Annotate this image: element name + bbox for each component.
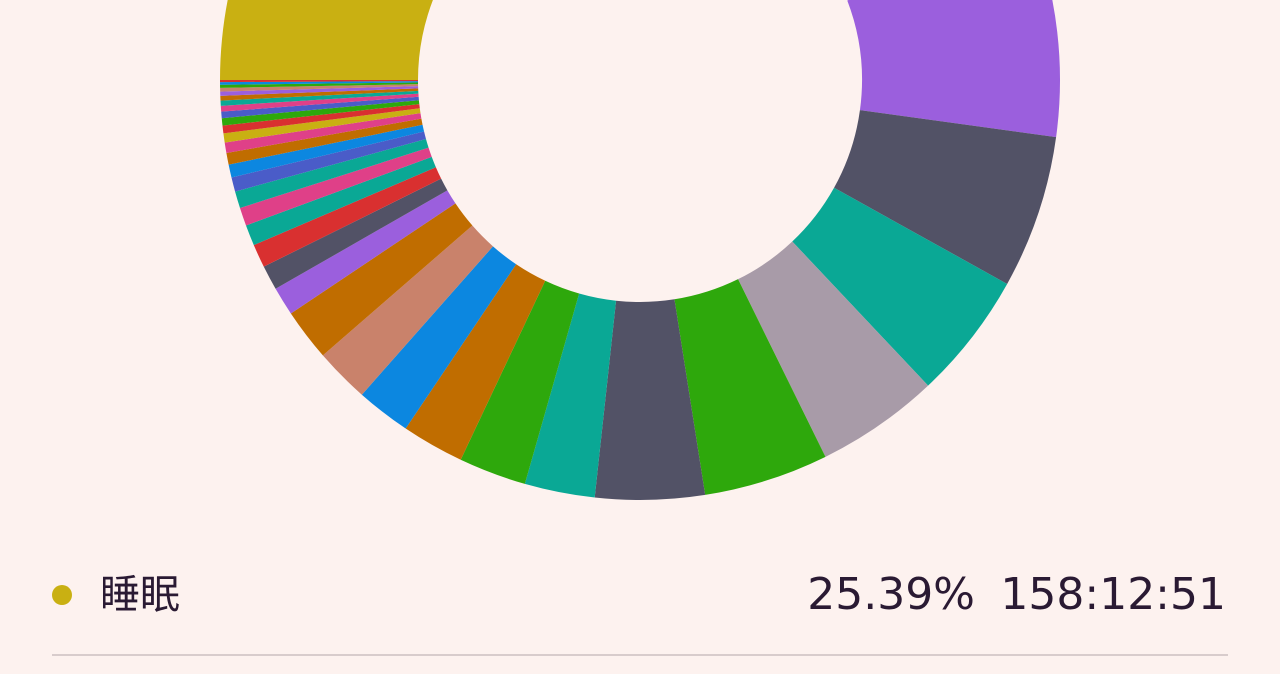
donut-segment[interactable]	[220, 81, 419, 85]
donut-segment[interactable]	[221, 96, 419, 119]
donut-segment[interactable]	[290, 203, 473, 356]
donut-segment[interactable]	[220, 90, 419, 106]
donut-segment[interactable]	[220, 80, 419, 83]
donut-segment[interactable]	[220, 0, 650, 80]
donut-segment[interactable]	[847, 0, 1060, 138]
donut-segment[interactable]	[263, 178, 448, 289]
donut-segment[interactable]	[231, 131, 426, 192]
donut-segment[interactable]	[405, 264, 546, 460]
donut-segment[interactable]	[220, 88, 419, 101]
donut-segment[interactable]	[253, 167, 442, 267]
donut-segment[interactable]	[674, 279, 826, 495]
donut-segment[interactable]	[220, 82, 419, 88]
category-label[interactable]: 睡眠	[100, 572, 180, 618]
donut-segment[interactable]	[223, 108, 421, 143]
donut-segment[interactable]	[220, 86, 419, 96]
percent-label: 25.39%	[807, 569, 975, 620]
donut-segment[interactable]	[460, 280, 580, 484]
donut-segment[interactable]	[246, 156, 436, 246]
donut-segment[interactable]	[594, 299, 706, 501]
legend-dot	[52, 585, 72, 605]
donut-segment[interactable]	[275, 190, 456, 314]
donut-segment[interactable]	[361, 246, 517, 429]
donut-segment[interactable]	[792, 187, 1008, 386]
donut-segment[interactable]	[834, 110, 1057, 284]
donut-segment[interactable]	[222, 104, 420, 134]
donut-segment[interactable]	[220, 93, 419, 112]
donut-segment[interactable]	[239, 147, 432, 226]
donut-chart	[220, 0, 1060, 501]
donut-segment[interactable]	[524, 293, 617, 498]
donut-segment[interactable]	[738, 241, 929, 457]
duration-label: 158:12:51	[1000, 569, 1226, 620]
donut-segment[interactable]	[221, 100, 420, 126]
donut-segment[interactable]	[235, 138, 429, 209]
donut-segment[interactable]	[220, 84, 419, 92]
donut-segment[interactable]	[228, 124, 425, 178]
donut-segment[interactable]	[322, 225, 493, 395]
donut-segment[interactable]	[224, 113, 422, 153]
donut-segment[interactable]	[226, 118, 423, 165]
